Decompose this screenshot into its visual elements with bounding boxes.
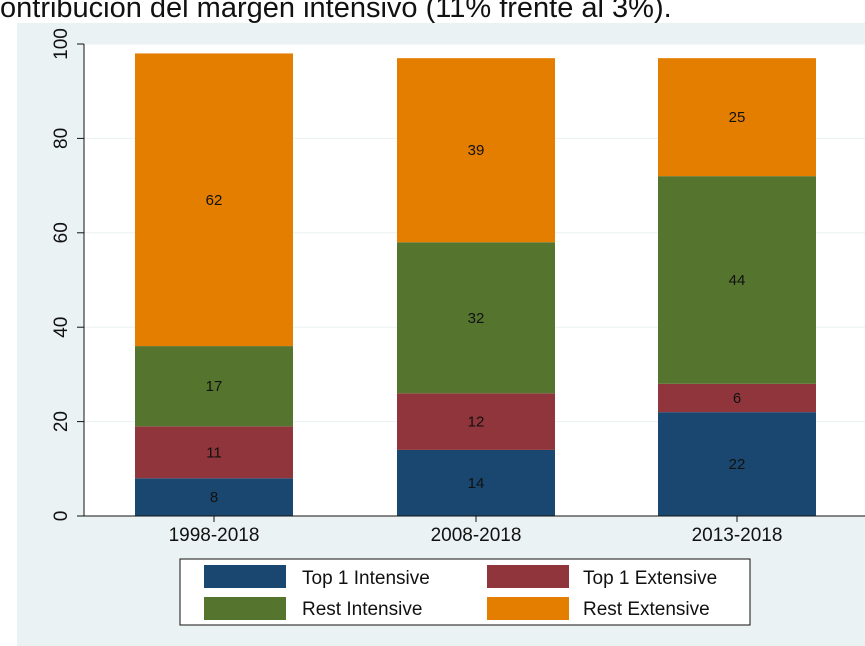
legend-label: Rest Extensive — [583, 599, 710, 620]
y-axis-ticks: 0 20 40 60 80 100 — [51, 28, 84, 521]
y-tick-label: 80 — [51, 128, 72, 149]
legend-swatch-rest-intensive — [204, 597, 286, 620]
bar-segment-rest-extensive-1998-2018 — [135, 53, 293, 347]
bar-segment-top-1-extensive-2008-2018 — [397, 393, 555, 450]
legend-label: Top 1 Intensive — [302, 568, 430, 589]
x-tick-label: 1998-2018 — [169, 525, 260, 546]
legend: Top 1 Intensive Top 1 Extensive Rest Inten… — [179, 558, 751, 626]
x-axis-ticks: 1998-2018 2008-2018 2013-2018 — [169, 516, 783, 546]
bar-segment-rest-extensive-2008-2018 — [397, 58, 555, 243]
legend-label: Rest Intensive — [302, 599, 422, 620]
legend-swatch-rest-extensive — [487, 597, 569, 620]
data-label: 62 — [206, 192, 223, 209]
y-tick-label: 60 — [51, 222, 72, 243]
data-label: 39 — [468, 142, 485, 159]
bar-segment-top-1-intensive-2008-2018 — [397, 449, 555, 516]
legend-swatch-top-1-intensive — [204, 565, 286, 588]
y-tick-label: 40 — [51, 317, 72, 338]
legend-label: Top 1 Extensive — [583, 568, 717, 589]
data-label: 11 — [206, 444, 222, 461]
caption-text: ontribución del margen intensivo (11% fr… — [0, 0, 672, 24]
bar-segment-rest-intensive-1998-2018 — [135, 346, 293, 427]
bars — [135, 53, 816, 516]
bar-segment-top-1-intensive-2013-2018 — [658, 412, 816, 516]
data-labels: 8 11 17 62 14 12 32 39 22 6 44 25 — [206, 109, 746, 506]
data-label: 25 — [729, 109, 746, 126]
bar-segment-rest-extensive-2013-2018 — [658, 58, 816, 177]
data-label: 17 — [206, 378, 223, 395]
data-label: 32 — [468, 310, 485, 327]
bar-segment-rest-intensive-2008-2018 — [397, 242, 555, 394]
bar-segment-top-1-extensive-1998-2018 — [135, 426, 293, 479]
bar-segment-rest-intensive-2013-2018 — [658, 176, 816, 384]
data-label: 8 — [210, 489, 218, 506]
bar-segment-top-1-intensive-1998-2018 — [135, 478, 293, 516]
data-label: 44 — [729, 272, 746, 289]
legend-swatch-top-1-extensive — [487, 565, 569, 588]
data-label: 12 — [468, 414, 485, 431]
data-label: 6 — [733, 390, 741, 407]
bar-segment-top-1-extensive-2013-2018 — [658, 383, 816, 413]
data-label: 22 — [729, 456, 746, 473]
x-tick-label: 2013-2018 — [692, 525, 783, 546]
y-tick-label: 0 — [51, 511, 72, 522]
data-label: 14 — [468, 475, 485, 492]
y-tick-label: 100 — [51, 28, 72, 60]
x-tick-label: 2008-2018 — [431, 525, 522, 546]
y-tick-label: 20 — [51, 411, 72, 432]
